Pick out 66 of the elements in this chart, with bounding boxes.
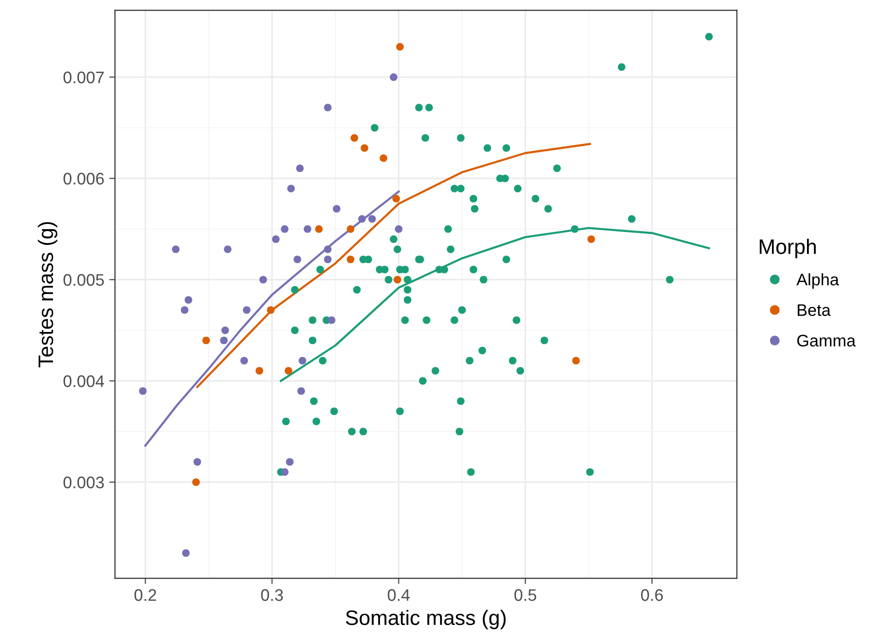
point [324, 256, 332, 264]
x-tick-label: 0.6 [641, 589, 663, 601]
point [256, 366, 264, 375]
point [220, 336, 228, 344]
point [284, 366, 292, 375]
point [350, 134, 358, 142]
line-series [280, 226, 710, 382]
point [324, 104, 332, 112]
point [272, 235, 280, 243]
point [324, 245, 332, 254]
x-tick-label: 0.3 [261, 589, 283, 601]
point [392, 194, 400, 202]
y-tick-label: 0.005 [64, 274, 104, 286]
point [286, 458, 294, 466]
point [358, 215, 366, 223]
point [346, 225, 354, 233]
point [139, 387, 147, 395]
point [394, 276, 402, 284]
y-tick-label: 0.007 [64, 72, 104, 84]
point [259, 276, 267, 284]
y-axis-title: Testes mass (g) [38, 222, 58, 368]
line-series [196, 142, 591, 388]
point [240, 356, 248, 364]
point [297, 387, 305, 395]
point [287, 184, 295, 192]
point [328, 316, 336, 324]
point [192, 478, 200, 486]
point [572, 356, 580, 364]
point [294, 256, 302, 264]
y-tick-label: 0.006 [64, 172, 104, 185]
point [396, 42, 404, 51]
point [280, 225, 288, 233]
y-tick-label: 0.003 [64, 476, 104, 488]
point [180, 306, 188, 314]
point [346, 256, 354, 264]
point [332, 204, 340, 213]
point [394, 225, 402, 233]
x-tick-label: 0.5 [514, 589, 536, 601]
x-axis-title: Somatic mass (g) [346, 610, 506, 630]
point [193, 458, 202, 466]
legend-title: Morph [760, 238, 816, 258]
point [202, 336, 210, 344]
point [380, 154, 388, 162]
legend-label: Beta [798, 304, 831, 316]
point [368, 215, 376, 223]
legend-label: Alpha [796, 273, 840, 289]
point [298, 356, 306, 364]
point [304, 225, 312, 233]
point [360, 144, 368, 152]
y-tick-label: 0.004 [64, 375, 104, 388]
point [221, 326, 229, 334]
line-series [144, 190, 400, 447]
x-tick-label: 0.4 [388, 589, 410, 601]
x-tick-label: 0.2 [134, 589, 156, 601]
point [172, 245, 180, 254]
point [587, 235, 596, 243]
point [242, 306, 250, 314]
point [182, 549, 190, 557]
point [224, 245, 232, 254]
point [390, 73, 398, 81]
point [266, 306, 275, 314]
point [315, 225, 323, 233]
point [184, 296, 192, 304]
legend-label: Gamma [797, 334, 856, 347]
point [296, 164, 304, 172]
point [280, 468, 288, 476]
